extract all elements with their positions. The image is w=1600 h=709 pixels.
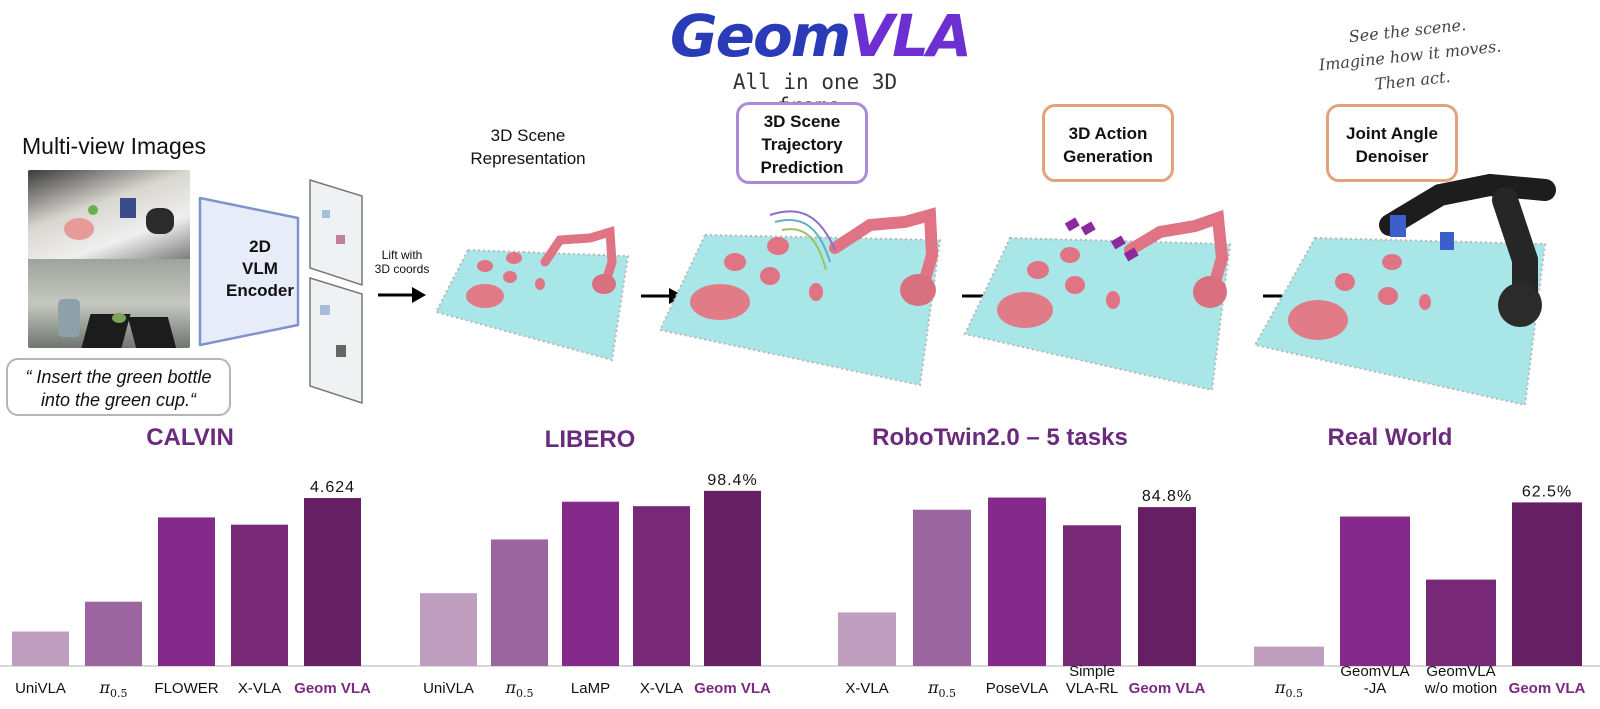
- camera-view-top: [28, 170, 190, 259]
- feature-maps-icon: [309, 178, 363, 405]
- x-tick-label-2-3-0: Simple: [1069, 663, 1115, 680]
- instruction-line-1: “ Insert the green bottle: [25, 367, 212, 387]
- geomvla-logo: GeomVLA: [670, 2, 972, 70]
- vlm-encoder-shape: [198, 196, 300, 347]
- x-tick-label-1-1: π0.5: [504, 678, 533, 700]
- bar-0-4: [304, 498, 361, 666]
- lift-line-2: 3D coords: [374, 262, 430, 276]
- x-tick-label-2-0: X-VLA: [845, 680, 888, 697]
- lift-line-1: Lift with: [381, 248, 423, 262]
- x-tick-label-0-3: X-VLA: [238, 680, 281, 697]
- point-cloud-scene-2: [658, 207, 942, 387]
- bar-3-0: [1254, 646, 1324, 666]
- point-cloud-scene-3: [963, 209, 1232, 392]
- x-tick-label-3-2-0: GeomVLA: [1426, 663, 1495, 680]
- bar-0-1: [85, 601, 142, 666]
- logo-text-geom: Geom: [670, 2, 851, 70]
- x-tick-label-2-4: Geom VLA: [1129, 680, 1206, 697]
- x-tick-label-2-2: PoseVLA: [986, 680, 1049, 697]
- x-tick-label-3-2-1: w/o motion: [1424, 680, 1498, 697]
- instruction-box: “ Insert the green bottle into the green…: [6, 358, 231, 416]
- chart-title-libero: LIBERO: [544, 426, 636, 453]
- point-cloud-scene-1: [434, 226, 630, 362]
- bar-2-2: [988, 497, 1046, 666]
- stage3-line-2: Generation: [1063, 147, 1153, 166]
- stage1-line-1: 3D Scene: [490, 126, 566, 145]
- x-tick-label-3-0: π0.5: [1274, 678, 1303, 700]
- bar-3-2: [1426, 579, 1496, 666]
- stage2-line-3: Prediction: [760, 158, 844, 177]
- stage-action-generation-box: 3D Action Generation: [1042, 104, 1174, 182]
- bar-2-1: [913, 509, 971, 666]
- bar-0-2: [158, 517, 215, 666]
- bar-3-1: [1340, 516, 1410, 666]
- x-tick-label-3-3: Geom VLA: [1509, 680, 1586, 697]
- bar-0-0: [12, 631, 69, 666]
- stage-scene-representation-label: 3D Scene Representation: [448, 124, 608, 170]
- x-tick-label-0-0: UniVLA: [15, 680, 66, 697]
- camera-view-wrist: [28, 259, 190, 348]
- bar-1-1: [491, 539, 548, 666]
- x-tick-label-0-1: π0.5: [98, 678, 127, 700]
- stage2-line-2: Trajectory: [761, 135, 843, 154]
- chart-title-calvin: CALVIN: [146, 424, 234, 451]
- x-tick-label-0-2: FLOWER: [154, 680, 218, 697]
- stage4-line-1: Joint Angle: [1346, 124, 1438, 143]
- value-label-0: 4.624: [310, 479, 355, 496]
- x-tick-label-1-2: LaMP: [571, 680, 610, 697]
- x-tick-label-3-1-1: -JA: [1364, 680, 1387, 697]
- bar-2-0: [838, 612, 896, 666]
- x-tick-label-2-3-1: VLA-RL: [1066, 680, 1119, 697]
- encoder-line-2: VLM: [242, 259, 278, 278]
- bar-1-4: [704, 490, 761, 666]
- bar-1-0: [420, 593, 477, 666]
- point-cloud-scene-4: [1253, 173, 1556, 407]
- x-tick-label-1-3: X-VLA: [640, 680, 683, 697]
- x-tick-label-2-1: π0.5: [927, 678, 956, 700]
- bar-2-3: [1063, 525, 1121, 666]
- encoder-line-1: 2D: [249, 237, 271, 256]
- lift-label: Lift with 3D coords: [368, 248, 436, 276]
- bar-1-3: [633, 506, 690, 666]
- stage-joint-denoiser-box: Joint Angle Denoiser: [1326, 104, 1458, 182]
- multiview-photo: [28, 170, 190, 348]
- instruction-line-2: into the green cup.“: [40, 390, 197, 410]
- x-tick-label-0-4: Geom VLA: [294, 680, 371, 697]
- bar-3-3: [1512, 502, 1582, 666]
- vlm-encoder-label: 2D VLM Encoder: [218, 236, 302, 302]
- lift-arrow-icon: [378, 287, 426, 303]
- chart-title-real-world: Real World: [1327, 424, 1453, 451]
- x-tick-label-1-4: Geom VLA: [694, 680, 771, 697]
- value-label-2: 84.8%: [1142, 488, 1192, 505]
- chart-title-robotwin: RoboTwin2.0 – 5 tasks: [872, 424, 1128, 451]
- stage-trajectory-prediction-box: 3D Scene Trajectory Prediction: [736, 102, 868, 184]
- x-tick-label-1-0: UniVLA: [423, 680, 474, 697]
- value-label-1: 98.4%: [707, 472, 757, 489]
- stage3-line-1: 3D Action: [1068, 124, 1148, 143]
- value-label-3: 62.5%: [1522, 483, 1572, 500]
- multiview-title: Multi-view Images: [22, 133, 207, 159]
- stage4-line-2: Denoiser: [1355, 147, 1429, 166]
- stage2-line-1: 3D Scene: [763, 112, 841, 131]
- bar-0-3: [231, 524, 288, 666]
- stage1-line-2: Representation: [470, 149, 586, 168]
- x-tick-label-3-1-0: GeomVLA: [1340, 663, 1409, 680]
- bar-1-2: [562, 501, 619, 666]
- logo-text-vla: VLA: [849, 2, 972, 70]
- encoder-line-3: Encoder: [225, 281, 295, 300]
- bar-2-4: [1138, 507, 1196, 666]
